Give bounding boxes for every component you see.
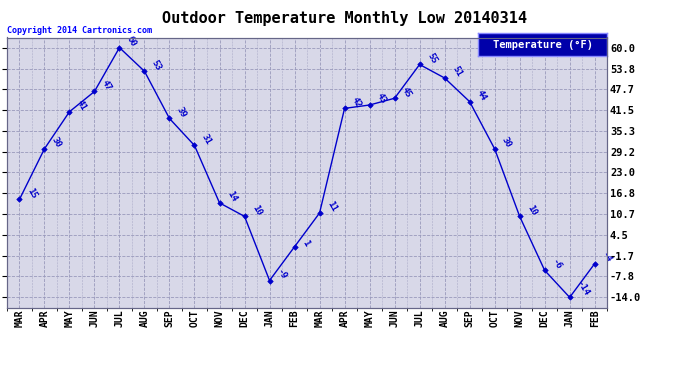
Text: 30: 30 — [50, 136, 63, 150]
Text: 55: 55 — [425, 51, 438, 65]
Text: 10: 10 — [525, 203, 538, 217]
Text: 41: 41 — [75, 99, 88, 112]
Text: 44: 44 — [475, 88, 489, 102]
Text: -14: -14 — [575, 279, 591, 298]
Text: 53: 53 — [150, 58, 164, 72]
Text: 11: 11 — [325, 200, 338, 214]
Text: 45: 45 — [400, 85, 413, 99]
Text: 10: 10 — [250, 203, 264, 217]
Text: 39: 39 — [175, 105, 188, 119]
Text: 47: 47 — [100, 78, 113, 92]
Text: Outdoor Temperature Monthly Low 20140314: Outdoor Temperature Monthly Low 20140314 — [163, 11, 527, 26]
Text: Copyright 2014 Cartronics.com: Copyright 2014 Cartronics.com — [7, 26, 152, 35]
Text: 14: 14 — [225, 190, 238, 204]
Text: 42: 42 — [350, 95, 364, 109]
Text: 31: 31 — [200, 132, 213, 146]
Text: 1: 1 — [300, 238, 310, 248]
Text: -4: -4 — [600, 251, 613, 264]
Text: 15: 15 — [25, 186, 38, 200]
Text: 43: 43 — [375, 92, 388, 106]
Text: -6: -6 — [550, 257, 564, 271]
Text: 60: 60 — [125, 34, 138, 48]
Text: 30: 30 — [500, 136, 513, 150]
Text: -9: -9 — [275, 267, 288, 281]
Text: 51: 51 — [450, 65, 464, 79]
